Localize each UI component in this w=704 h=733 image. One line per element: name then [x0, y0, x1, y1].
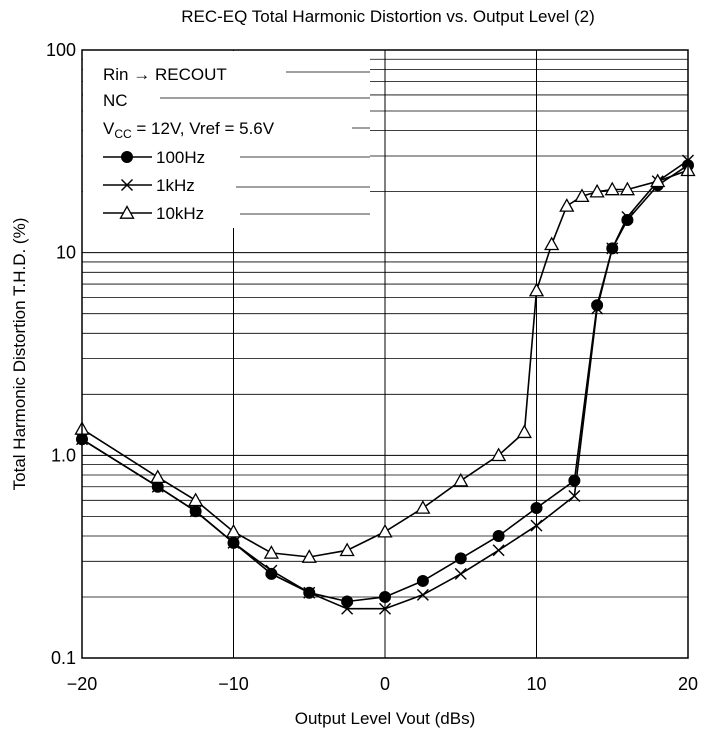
tick-labels: −20 −10 0 10 20 0.1 1.0 10 100 — [46, 40, 698, 694]
data-point — [303, 586, 316, 599]
data-point — [265, 564, 278, 577]
data-point-stroke — [454, 567, 467, 580]
data-point-stroke — [341, 602, 354, 615]
data-point-stroke — [379, 602, 391, 615]
data-point — [492, 529, 505, 542]
x-axis-label: Output Level Vout (dBs) — [295, 709, 476, 728]
x-tick-label: 0 — [380, 674, 390, 694]
data-point — [530, 501, 543, 514]
data-point — [301, 549, 317, 563]
data-point — [619, 181, 636, 196]
data-point — [530, 519, 543, 532]
data-point-stroke — [151, 480, 164, 493]
y-tick-label: 10 — [56, 243, 76, 263]
x-tick-label: 10 — [526, 674, 546, 694]
annotation-background — [83, 51, 370, 232]
legend-marker-stroke — [121, 179, 133, 191]
annotation-input-output: Rin → RECOUT — [103, 65, 227, 84]
data-point — [559, 198, 575, 212]
chart-title: REC-EQ Total Harmonic Distortion vs. Out… — [181, 7, 595, 26]
plot-frame — [81, 49, 689, 659]
data-point — [528, 282, 545, 297]
data-point-stroke — [568, 490, 581, 502]
data-point-stroke — [530, 519, 543, 532]
data-point — [492, 544, 505, 557]
data-point — [188, 492, 204, 507]
data-point-stroke — [416, 588, 429, 601]
data-point — [225, 523, 242, 538]
data-point — [589, 183, 605, 198]
legend-label: 10kHz — [156, 204, 204, 223]
data-point — [568, 490, 581, 502]
data-point — [341, 602, 354, 615]
data-point-stroke — [606, 242, 619, 255]
data-point — [227, 536, 240, 549]
data-point-stroke — [265, 564, 278, 577]
y-tick-label: 0.1 — [51, 648, 76, 668]
data-point — [516, 424, 532, 439]
data-point — [415, 500, 431, 514]
grid — [82, 50, 688, 658]
data-point — [591, 302, 604, 315]
data-point-stroke — [189, 505, 202, 518]
data-point — [621, 210, 634, 223]
x-tick-label: 20 — [678, 674, 698, 694]
data-point-stroke — [591, 302, 604, 315]
data-point — [454, 567, 467, 580]
legend-label: 100Hz — [156, 148, 205, 167]
data-point-stroke — [303, 586, 316, 599]
y-tick-label: 1.0 — [51, 445, 76, 465]
legend-marker — [121, 179, 133, 191]
data-point — [339, 542, 355, 557]
annotation-supply: VCC = 12V, Vref = 5.6V — [103, 119, 275, 141]
data-point — [341, 595, 354, 608]
annotation-nc: NC — [103, 91, 128, 110]
annotation-box: Rin → RECOUT NC VCC = 12V, Vref = 5.6V 100H… — [83, 51, 370, 232]
data-point — [454, 552, 467, 565]
data-point — [604, 181, 620, 196]
data-point — [379, 590, 391, 603]
data-point — [568, 474, 581, 487]
data-point — [379, 602, 391, 615]
data-point — [189, 505, 202, 518]
data-point — [606, 242, 619, 255]
data-point — [544, 236, 560, 251]
y-axis-label: Total Harmonic Distortion T.H.D. (%) — [10, 218, 29, 491]
y-tick-label: 100 — [46, 40, 76, 60]
x-tick-label: −10 — [218, 674, 249, 694]
legend-marker — [121, 151, 133, 163]
data-point — [574, 188, 590, 203]
legend-label: 1kHz — [156, 176, 195, 195]
data-point-stroke — [492, 544, 505, 557]
data-point-stroke — [621, 210, 634, 223]
data-point — [453, 472, 469, 487]
data-point-stroke — [227, 536, 240, 549]
data-point — [150, 469, 166, 484]
legend-marker — [119, 205, 135, 219]
data-point — [263, 545, 279, 559]
data-point — [650, 173, 666, 188]
x-tick-label: −20 — [67, 674, 98, 694]
data-point — [151, 480, 164, 493]
data-point — [377, 523, 393, 538]
data-point — [416, 588, 429, 601]
data-point — [491, 447, 507, 462]
data-point — [416, 574, 429, 587]
series-10khz — [74, 162, 696, 563]
